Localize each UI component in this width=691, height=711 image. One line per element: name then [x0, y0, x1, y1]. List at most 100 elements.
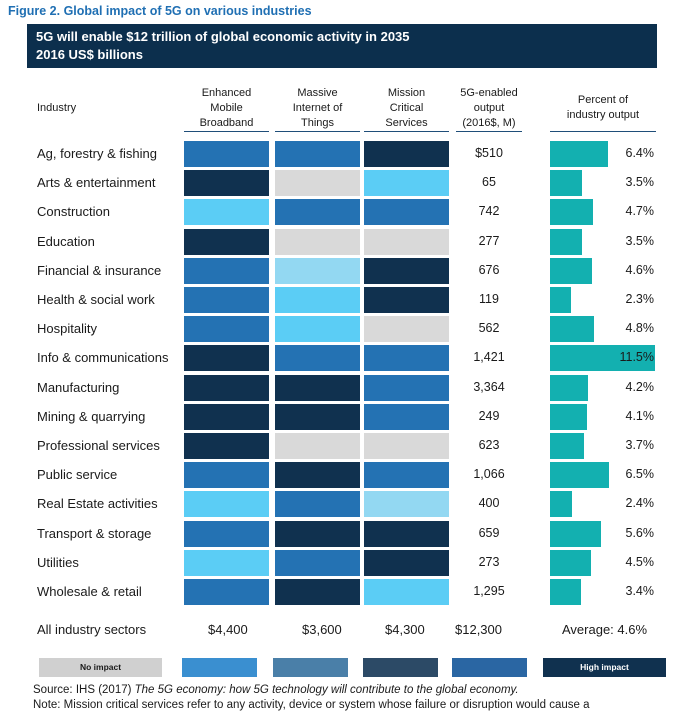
output-header-line: 5G-enabled — [460, 87, 518, 99]
header-rule — [184, 131, 269, 132]
miot-impact-cell — [275, 229, 360, 255]
output-value: 1,295 — [473, 584, 505, 598]
miot-impact-cell — [275, 375, 360, 401]
embb-impact-cell — [184, 229, 269, 255]
figure-title: Figure 2. Global impact of 5G on various… — [8, 4, 312, 18]
mcs-impact-cell — [364, 462, 449, 488]
percent-bar — [550, 345, 655, 371]
percent-bar — [550, 491, 572, 517]
miot-impact-cell — [275, 199, 360, 225]
percent-bar — [550, 521, 601, 547]
percent-bar — [550, 550, 591, 576]
embb-impact-cell — [184, 141, 269, 167]
output-value: 742 — [478, 204, 500, 218]
industry-label: Info & communications — [37, 350, 169, 365]
embb-impact-cell — [184, 199, 269, 225]
source-note: Source: IHS (2017) The 5G economy: how 5… — [33, 684, 519, 696]
miot-impact-cell — [275, 579, 360, 605]
percent-bar — [550, 579, 581, 605]
total-average: Average: 4.6% — [562, 622, 648, 637]
percent-value: 4.2% — [625, 380, 655, 394]
footnote: Note: Mission critical services refer to… — [33, 699, 590, 711]
industry-label: Arts & entertainment — [37, 175, 156, 190]
percent-value: 4.6% — [625, 263, 655, 277]
percent-header: Percent of industry output — [548, 93, 658, 123]
output-value: 1,421 — [473, 350, 505, 364]
embb-impact-cell — [184, 404, 269, 430]
mcs-impact-cell — [364, 345, 449, 371]
embb-impact-cell — [184, 345, 269, 371]
embb-impact-cell — [184, 579, 269, 605]
percent-bar — [550, 199, 593, 225]
percent-header-line: industry output — [566, 109, 640, 121]
miot-impact-cell — [275, 491, 360, 517]
percent-value: 3.5% — [625, 175, 655, 189]
industry-label: Construction — [37, 204, 110, 219]
chart-banner: 5G will enable $12 trillion of global ec… — [27, 24, 657, 68]
percent-bar — [550, 433, 584, 459]
embb-impact-cell — [184, 550, 269, 576]
percent-value: 6.4% — [625, 146, 655, 160]
mcs-impact-cell — [364, 170, 449, 196]
percent-value: 3.4% — [625, 584, 655, 598]
mcs-header-line: Services — [385, 117, 428, 129]
embb-impact-cell — [184, 287, 269, 313]
output-value: 400 — [478, 496, 500, 510]
output-header-line: output — [473, 102, 505, 114]
industry-label: Transport & storage — [37, 526, 152, 541]
industry-label: Ag, forestry & fishing — [37, 146, 157, 161]
mcs-impact-cell — [364, 258, 449, 284]
output-value: 562 — [478, 321, 500, 335]
miot-impact-cell — [275, 170, 360, 196]
industry-label: Manufacturing — [37, 380, 120, 395]
legend-swatch — [273, 658, 348, 677]
banner-units: 2016 US$ billions — [36, 47, 143, 62]
percent-value: 4.1% — [625, 409, 655, 423]
miot-impact-cell — [275, 316, 360, 342]
total-miot: $3,600 — [302, 622, 342, 637]
miot-header-line: Internet of — [292, 102, 343, 114]
mcs-impact-cell — [364, 521, 449, 547]
output-value: 277 — [478, 234, 500, 248]
mcs-header-line: Mission — [387, 87, 426, 99]
miot-header-line: Things — [300, 117, 335, 129]
header-rule — [550, 131, 656, 132]
banner-headline: 5G will enable $12 trillion of global ec… — [36, 29, 410, 44]
mcs-impact-cell — [364, 141, 449, 167]
mcs-impact-cell — [364, 491, 449, 517]
legend-no-impact: No impact — [39, 658, 162, 677]
output-value: 249 — [478, 409, 500, 423]
industry-label: Utilities — [37, 555, 79, 570]
legend-high-impact: High impact — [543, 658, 666, 677]
embb-impact-cell — [184, 316, 269, 342]
legend-swatch — [452, 658, 527, 677]
embb-impact-cell — [184, 433, 269, 459]
percent-bar — [550, 316, 594, 342]
percent-value: 5.6% — [625, 526, 655, 540]
header-rule — [456, 131, 522, 132]
embb-header-line: Mobile — [210, 102, 243, 114]
percent-value: 11.5% — [619, 350, 654, 364]
industry-label: Education — [37, 234, 95, 249]
industry-label: Health & social work — [37, 292, 155, 307]
percent-bar — [550, 170, 582, 196]
industry-label: Professional services — [37, 438, 160, 453]
embb-impact-cell — [184, 462, 269, 488]
mcs-impact-cell — [364, 404, 449, 430]
mcs-header-line: Critical — [389, 102, 424, 114]
percent-value: 2.4% — [625, 496, 655, 510]
industry-label: Wholesale & retail — [37, 584, 142, 599]
output-header-line: (2016$, M) — [462, 117, 516, 129]
source-title: The 5G economy: how 5G technology will c… — [134, 684, 519, 696]
embb-impact-cell — [184, 521, 269, 547]
mcs-impact-cell — [364, 550, 449, 576]
percent-bar — [550, 258, 592, 284]
output-value: 659 — [478, 526, 500, 540]
header-rule — [275, 131, 360, 132]
percent-bar — [550, 404, 587, 430]
embb-impact-cell — [184, 375, 269, 401]
percent-bar — [550, 287, 571, 313]
industry-label: Financial & insurance — [37, 263, 162, 278]
miot-impact-cell — [275, 258, 360, 284]
industry-label: Public service — [37, 467, 118, 482]
